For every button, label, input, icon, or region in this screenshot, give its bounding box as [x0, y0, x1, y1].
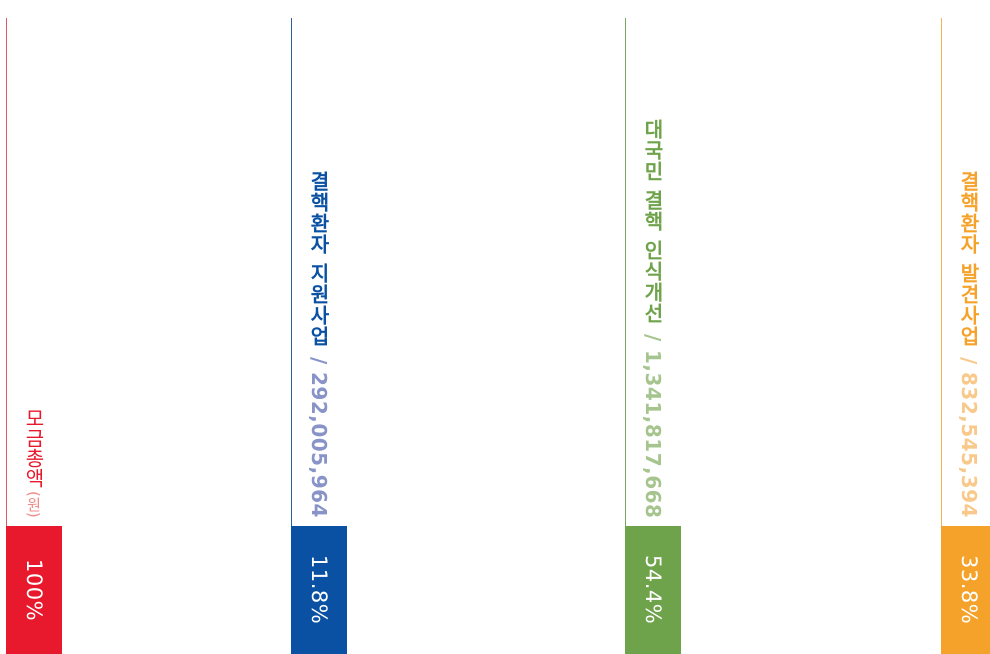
support-label: 결핵환자 지원사업 / 292,005,964 [299, 171, 339, 518]
total-bar [6, 526, 62, 654]
awareness-percent-label: 54.4% [641, 555, 665, 625]
awareness-amount-text: 1,341,817,668 [641, 349, 665, 518]
discovery-bar [941, 526, 990, 654]
support-bar [291, 526, 347, 654]
support-column: 결핵환자 지원사업 / 292,005,964 11.8% [291, 18, 347, 654]
discovery-amount-text: 832,545,394 [957, 372, 981, 518]
discovery-label: 결핵환자 발견사업 / 832,545,394 [949, 171, 989, 518]
total-percent-label: 100% [22, 558, 46, 622]
awareness-bar [625, 526, 681, 654]
support-percent-label: 11.8% [307, 555, 331, 625]
discovery-name-text: 결핵환자 발견사업 [956, 170, 981, 347]
support-amount-text: 292,005,964 [307, 372, 331, 518]
support-name-text: 결핵환자 지원사업 [306, 170, 331, 347]
discovery-column: 결핵환자 발견사업 / 832,545,394 33.8% [941, 18, 990, 654]
support-separator: / [307, 356, 331, 365]
awareness-column: 대국민 결핵 인식개선 / 1,341,817,668 54.4% [625, 18, 681, 654]
discovery-guide-line [941, 18, 942, 654]
awareness-name-text: 대국민 결핵 인식개선 [640, 119, 665, 325]
awareness-guide-line [625, 18, 626, 654]
discovery-separator: / [957, 356, 981, 365]
total-label-text: 모금총액 [21, 408, 46, 489]
total-column: 모금총액 (원) 100% [6, 18, 62, 654]
discovery-percent-label: 33.8% [957, 555, 981, 625]
awareness-separator: / [641, 334, 665, 342]
support-guide-line [291, 18, 292, 654]
awareness-label: 대국민 결핵 인식개선 / 1,341,817,668 [633, 119, 673, 518]
total-label: 모금총액 (원) [14, 408, 54, 518]
total-guide-line [6, 18, 7, 654]
total-unit-text: (원) [24, 491, 43, 518]
